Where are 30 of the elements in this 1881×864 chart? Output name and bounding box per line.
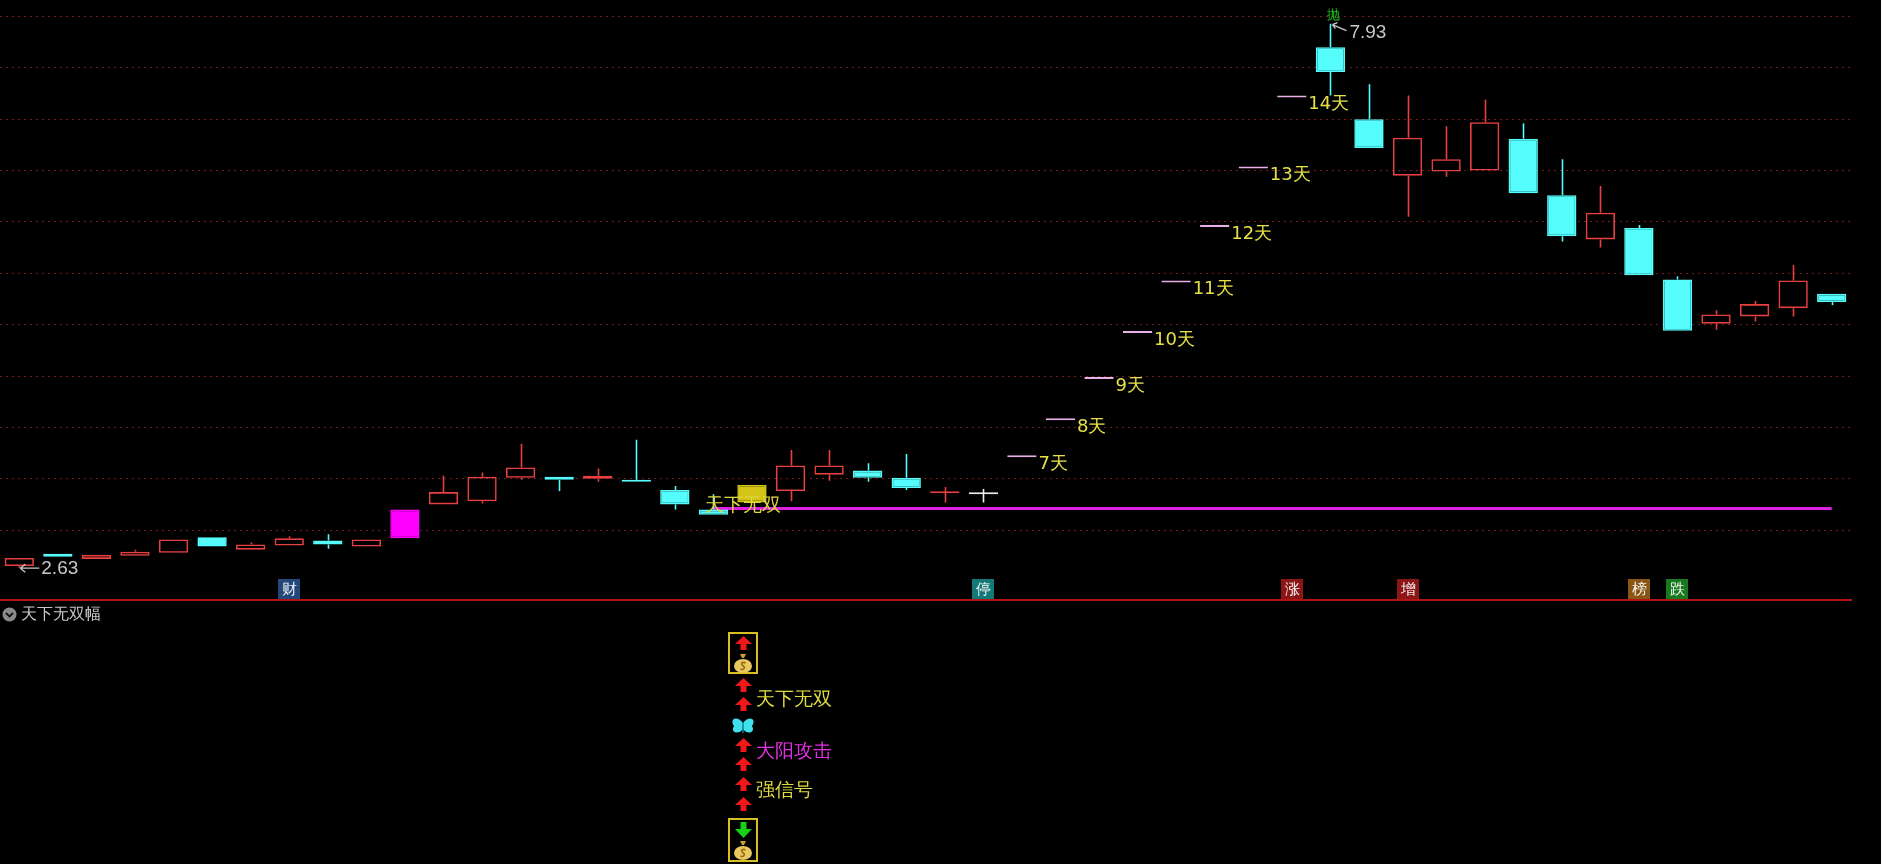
candlestick [390, 509, 420, 539]
annotation: 14天 [1308, 92, 1350, 114]
annotation: 榜 [1628, 579, 1650, 599]
text: 大阳攻击 [756, 738, 832, 763]
annotation: 10天 [1154, 327, 1195, 349]
annotation: 12天 [1231, 221, 1273, 243]
annotation: 7天 [1038, 451, 1068, 473]
candlestick [1122, 330, 1153, 333]
annotation: 增 [1397, 579, 1419, 599]
candlestick [1084, 377, 1114, 380]
candlestick [1200, 225, 1230, 228]
text: 天下无双幅 [21, 604, 101, 625]
annotation: 2.63 [41, 557, 79, 579]
annotation: 8天 [1076, 414, 1107, 436]
text: 强信号 [756, 777, 813, 802]
candlestick [1315, 22, 1346, 97]
annotation: 涨 [1281, 579, 1303, 599]
annotation: 抛 [1326, 6, 1340, 22]
text: 天下无双 [756, 686, 832, 711]
annotation: 跌 [1666, 579, 1688, 599]
candlestick [1547, 158, 1577, 243]
annotation: 财 [278, 579, 300, 599]
candlestick [197, 537, 227, 547]
annotation: 13天 [1269, 163, 1311, 185]
annotation: 停 [972, 579, 994, 599]
annotation: 11天 [1192, 277, 1234, 299]
candlestick [1354, 83, 1384, 148]
annotation: 9天 [1115, 373, 1145, 395]
annotation: 7.93 [1349, 20, 1387, 42]
candlestick [891, 453, 921, 491]
